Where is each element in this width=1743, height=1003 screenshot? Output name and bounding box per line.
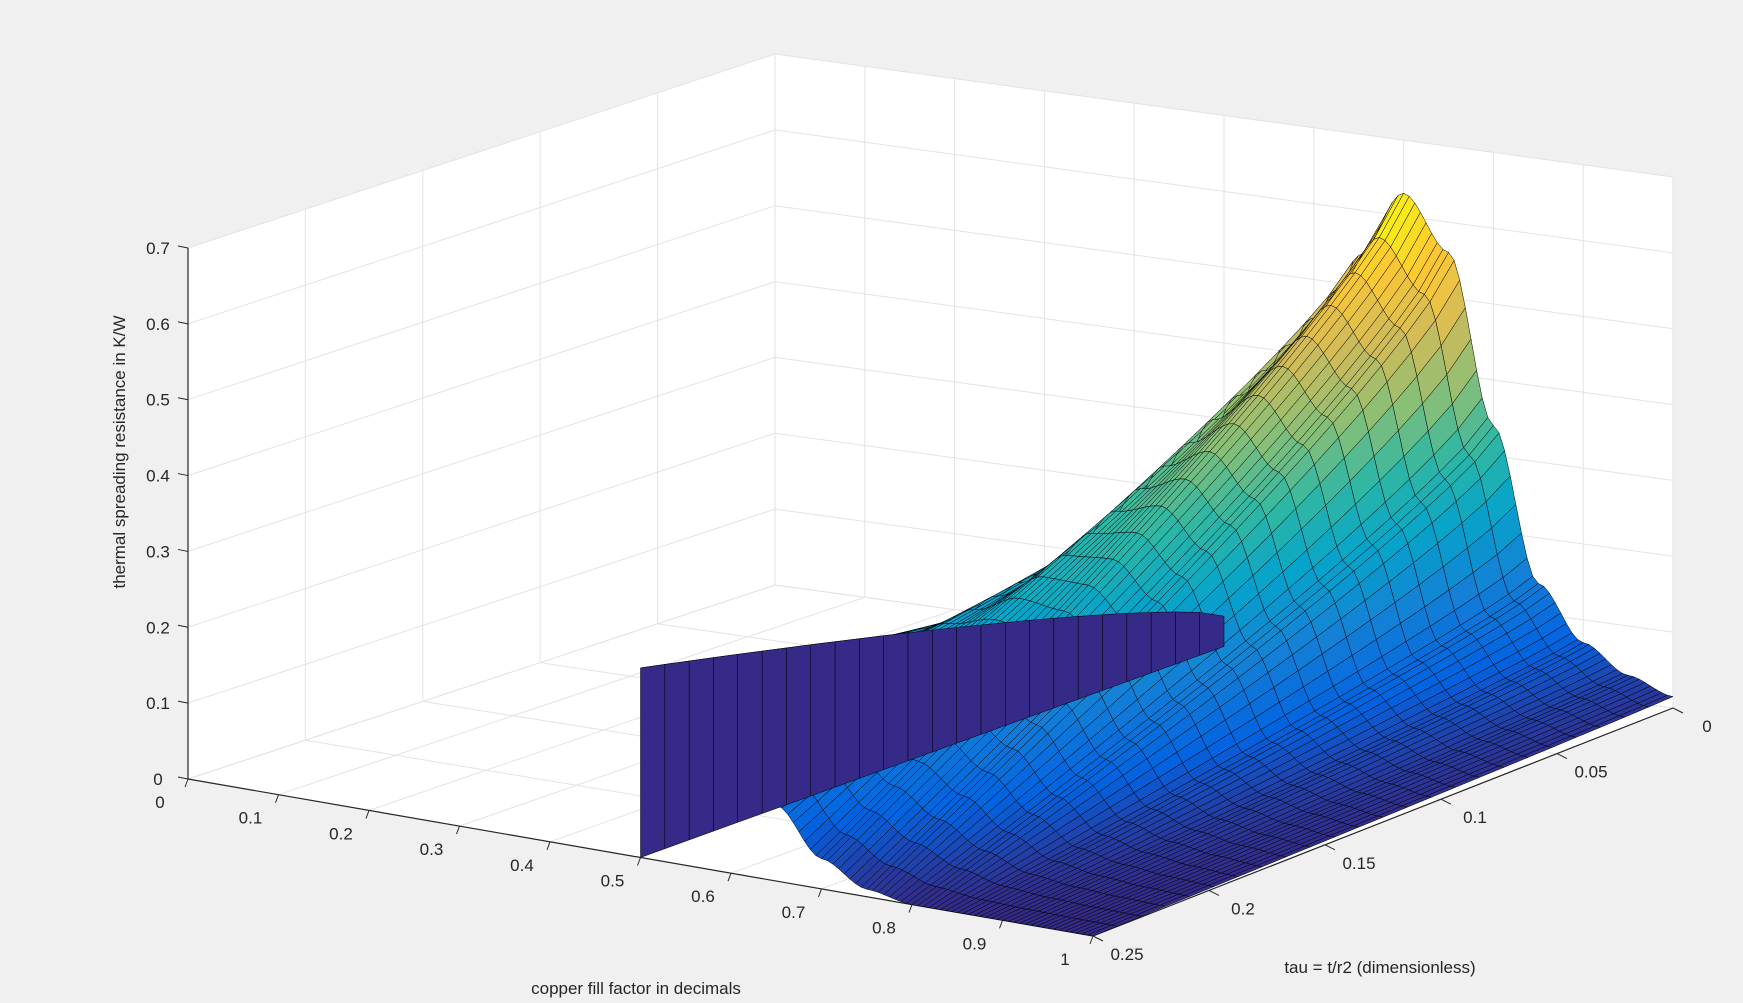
surface-side-patch (664, 660, 690, 850)
surface-side-patch (1150, 611, 1176, 674)
x-tick-label: 0.5 (601, 872, 625, 891)
x-tick-mark (818, 888, 822, 898)
y-tick-label: 0.25 (1110, 945, 1143, 964)
y-axis-line (1092, 707, 1674, 937)
grid-line-z (187, 129, 1674, 325)
surface-side-patch (1175, 611, 1200, 665)
x-axis-label: copper fill factor in decimals (531, 979, 741, 998)
surface-side-patch (786, 644, 811, 806)
tick-labels: 0 0.1 0.2 0.3 0.4 0.5 0.6 0.7 0.8 0.9 1 0 0.05 0.1 0.1… (146, 239, 1712, 969)
surface-side-patch (1053, 616, 1079, 709)
x-tick-mark (1089, 935, 1094, 945)
surface-side-patch (1126, 612, 1152, 683)
x-tick-label: 1 (1060, 950, 1069, 969)
z-tick-mark (177, 397, 189, 401)
z-tick-mark (177, 548, 189, 552)
z-tick-label: 0.6 (146, 315, 170, 334)
surface-side-patch (1077, 614, 1103, 700)
surface-side-patch (907, 629, 933, 762)
x-tick-label: 0 (155, 793, 164, 812)
z-tick-label: 0.2 (146, 618, 170, 637)
surface (640, 192, 1674, 937)
y-tick-mark (1092, 935, 1104, 942)
x-tick-mark (908, 904, 913, 913)
z-tick-mark (177, 321, 189, 325)
surface-side-patch (883, 632, 909, 770)
x-tick-mark (546, 841, 551, 850)
y-axis-label: tau = t/r2 (dimensionless) (1284, 958, 1475, 977)
x-tick-label: 0.3 (420, 840, 444, 859)
y-tick-mark (1440, 798, 1452, 805)
y-tick-label: 0 (1702, 717, 1711, 736)
z-tick-label: 0.3 (146, 542, 170, 561)
x-tick-mark (637, 857, 641, 866)
z-tick-label: 0.4 (146, 467, 170, 486)
surface-side-patch (1004, 620, 1030, 726)
surface-side-patch (859, 635, 884, 779)
surface-side-patch (761, 647, 787, 814)
x-tick-label: 0.7 (782, 903, 806, 922)
y-tick-mark (1672, 707, 1684, 714)
x-tick-mark (184, 778, 189, 788)
x-tick-mark (365, 810, 370, 819)
y-tick-label: 0.05 (1574, 763, 1607, 782)
x-tick-label: 0.9 (963, 934, 987, 953)
surface-side-patch (1102, 613, 1128, 691)
z-tick-mark (177, 624, 189, 628)
y-tick-mark (1208, 889, 1220, 896)
x-tick-label: 0.4 (510, 856, 534, 875)
y-tick-mark (1556, 753, 1568, 760)
left-wall-pane (188, 54, 775, 779)
surface-side-patch (713, 654, 738, 832)
surface-side-patch (640, 664, 666, 858)
surface-side-patch (810, 641, 836, 797)
x-tick-label: 0.6 (691, 887, 715, 906)
z-tick-label: 0.1 (146, 694, 170, 713)
z-tick-label: 0.5 (146, 391, 170, 410)
x-tick-label: 0.8 (872, 919, 896, 938)
surface-side-patch (1029, 618, 1055, 718)
surface-side-patch (956, 624, 982, 744)
x-tick-mark (727, 873, 732, 882)
y-tick-mark (1324, 844, 1336, 851)
y-tick-label: 0.2 (1231, 899, 1255, 918)
x-tick-label: 0.1 (239, 809, 263, 828)
z-tick-mark (177, 473, 189, 477)
surface-side-patch (688, 657, 714, 841)
x-tick-mark (456, 825, 460, 835)
z-tick-label: 0 (153, 770, 162, 789)
surface-side-patch (834, 638, 860, 788)
z-tick-mark (177, 245, 189, 249)
z-axis-label: thermal spreading resistance in K/W (110, 315, 129, 588)
z-tick-label: 0.7 (146, 239, 170, 258)
surface-side-patch (932, 627, 957, 753)
x-tick-mark (275, 794, 279, 803)
grid-line-z (187, 53, 1674, 249)
z-tick-mark (177, 700, 189, 704)
y-tick-label: 0.15 (1342, 854, 1375, 873)
y-tick-label: 0.1 (1463, 808, 1487, 827)
surface-side-patch (980, 622, 1006, 735)
z-tick-mark (177, 776, 189, 780)
x-tick-mark (999, 920, 1003, 929)
x-tick-label: 0.2 (329, 824, 353, 843)
surface-side-patch (737, 650, 763, 823)
